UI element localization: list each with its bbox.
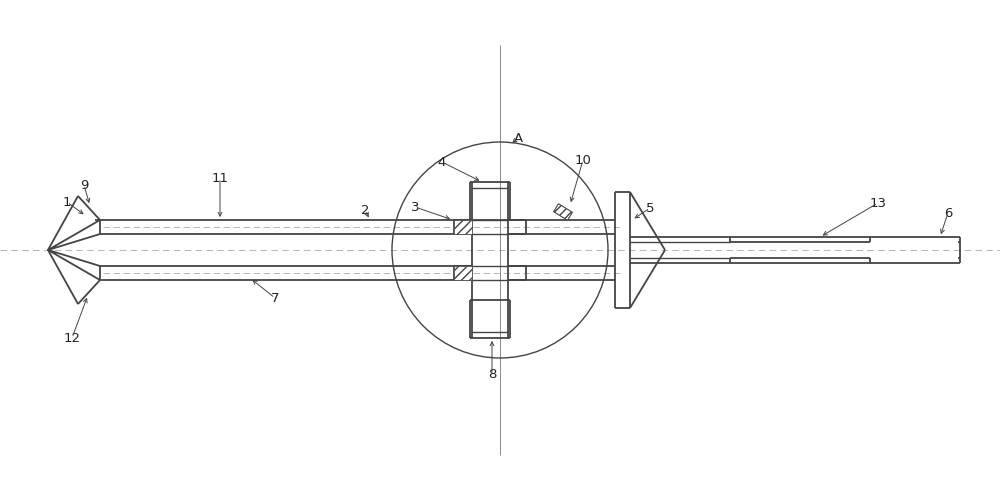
Text: 9: 9 (80, 178, 88, 191)
Text: 7: 7 (271, 292, 279, 305)
Text: 3: 3 (411, 200, 419, 213)
Text: 5: 5 (646, 201, 654, 214)
Text: A: A (513, 131, 523, 144)
Text: 8: 8 (488, 369, 496, 381)
Text: 2: 2 (361, 203, 369, 216)
Bar (454, 220, 472, 234)
Text: 1: 1 (63, 195, 71, 208)
Text: 13: 13 (870, 196, 887, 209)
Polygon shape (554, 204, 572, 220)
Text: 11: 11 (212, 171, 228, 184)
Text: 10: 10 (575, 153, 591, 166)
Text: 6: 6 (944, 206, 952, 219)
Bar (454, 266, 472, 280)
Text: 12: 12 (64, 332, 80, 345)
Text: 4: 4 (438, 155, 446, 168)
Polygon shape (554, 204, 572, 220)
